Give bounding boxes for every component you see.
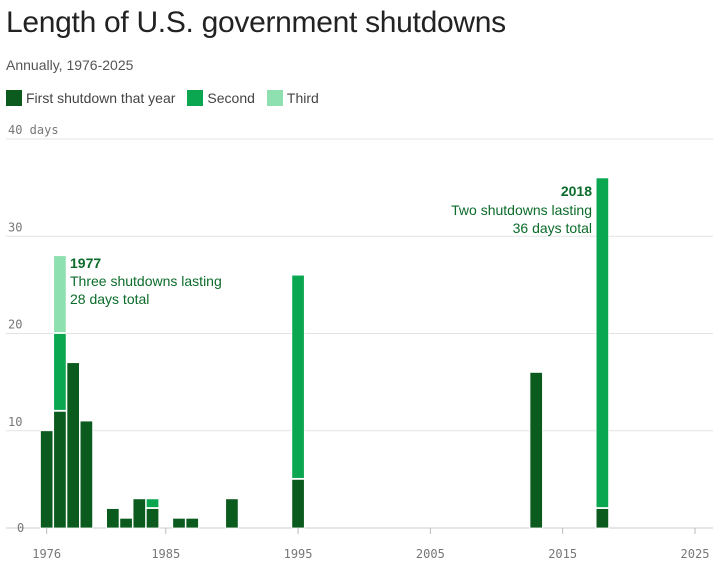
legend-item-second: Second <box>187 90 255 106</box>
bar-first-1981 <box>106 508 120 529</box>
bar-first-1982 <box>119 517 133 529</box>
legend-item-third: Third <box>266 90 319 106</box>
bar-first-1983 <box>132 498 146 529</box>
legend: First shutdown that year Second Third <box>6 90 319 106</box>
annotation-year: 2018 <box>561 183 592 199</box>
legend-swatch-second <box>187 90 204 106</box>
y-tick-label: 20 <box>8 318 22 332</box>
annotation-year: 1977 <box>70 255 101 271</box>
bar-first-1987 <box>185 517 199 529</box>
annotation-line: Three shutdowns lasting <box>70 273 222 289</box>
chart-title: Length of U.S. government shutdowns <box>6 6 506 39</box>
bar-first-1979 <box>79 420 94 529</box>
x-tick-label: 2005 <box>416 547 445 561</box>
y-tick-label: 0 <box>17 521 24 535</box>
x-tick-label: 1995 <box>284 547 313 561</box>
legend-swatch-third <box>266 90 283 106</box>
legend-swatch-first <box>6 90 22 106</box>
bar-first-1990 <box>225 498 239 529</box>
legend-item-first: First shutdown that year <box>6 90 175 106</box>
annotation-2018: 2018 Two shutdowns lasting 36 days total <box>451 183 592 236</box>
legend-label: First shutdown that year <box>26 90 176 106</box>
bar-first-1978 <box>66 362 80 529</box>
bar-first-2013 <box>529 371 543 529</box>
bar-second-2018 <box>595 177 610 508</box>
annotation-line: 36 days total <box>513 220 592 236</box>
annotation-line: 28 days total <box>70 291 149 307</box>
bar-second-1984 <box>145 498 160 508</box>
x-tick-label: 1985 <box>151 547 180 561</box>
legend-label: Third <box>286 90 319 106</box>
x-tick-label: 1976 <box>32 547 61 561</box>
annotation-1977: 1977 Three shutdowns lasting 28 days tot… <box>70 255 222 307</box>
bar-first-1986 <box>172 517 186 529</box>
chart-subtitle: Annually, 1976-2025 <box>6 57 134 73</box>
x-tick-label: 2015 <box>548 547 577 561</box>
legend-label: Second <box>207 90 255 106</box>
bar-third-1977 <box>53 255 67 333</box>
bar-first-1976 <box>40 430 54 529</box>
bar-first-1977 <box>53 410 67 529</box>
bar-second-1977 <box>53 333 67 411</box>
y-tick-label: 10 <box>8 415 22 429</box>
y-tick-label: 30 <box>8 220 22 234</box>
x-tick-label: 2025 <box>681 547 710 561</box>
y-tick-label: 40 days <box>8 123 59 137</box>
bar-first-1984 <box>145 508 160 529</box>
bar-first-1995 <box>291 478 305 529</box>
bar-second-1995 <box>291 274 305 479</box>
annotation-line: Two shutdowns lasting <box>451 202 592 218</box>
bar-first-2018 <box>595 508 610 529</box>
